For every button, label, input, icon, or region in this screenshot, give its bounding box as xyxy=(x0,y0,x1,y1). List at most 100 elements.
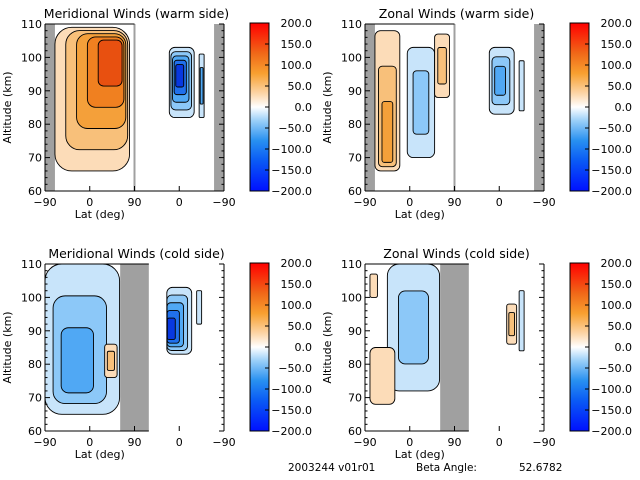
panel-title: Meridional Winds (cold side) xyxy=(48,246,224,261)
contour-band xyxy=(106,350,115,371)
colorbar-tick-label: −150.0 xyxy=(271,164,312,177)
colorbar-tick-label: −50.0 xyxy=(278,122,312,135)
colorbar-tick-label: 50.0 xyxy=(608,80,633,93)
contour-band xyxy=(494,65,506,96)
colorbar-tick-label: 0.0 xyxy=(295,341,313,354)
colorbar-tick-label: 100.0 xyxy=(601,59,633,72)
colorbar-tick-label: −150.0 xyxy=(271,404,312,417)
y-tick-label: 70 xyxy=(28,392,42,405)
contour-band xyxy=(412,70,430,135)
colorbar: 200.0 150.0 100.0 50.0 0.0 −50.0 −100.0 −150.0 −… xyxy=(249,257,313,438)
x-tick-label: −90 xyxy=(212,196,235,209)
colorbar-tick-label: −200.0 xyxy=(591,185,632,198)
y-tick-label: 90 xyxy=(348,85,362,98)
y-tick-label: 100 xyxy=(21,51,42,64)
x-tick-label: 0 xyxy=(86,436,93,449)
y-tick-label: 80 xyxy=(28,118,42,131)
contour-band xyxy=(369,347,396,405)
panel-title: Zonal Winds (warm side) xyxy=(379,6,534,21)
x-tick-label: 0 xyxy=(406,436,413,449)
y-tick-label: 80 xyxy=(28,358,42,371)
y-axis-label: Altitude (km) xyxy=(1,71,14,143)
panel-title: Meridional Winds (warm side) xyxy=(44,6,229,21)
colorbar-tick-label: 150.0 xyxy=(281,38,313,51)
x-tick-label: −90 xyxy=(353,436,376,449)
colorbar-tick-label: −50.0 xyxy=(598,362,632,375)
colorbar-tick-label: 200.0 xyxy=(601,257,633,270)
colorbar-tick-label: 0.0 xyxy=(615,101,633,114)
contour-band xyxy=(60,327,94,394)
colorbar-tick-label: −50.0 xyxy=(278,362,312,375)
contour-feature-2 xyxy=(434,33,450,98)
colorbar-tick-label: 50.0 xyxy=(288,320,313,333)
contour-feature-0 xyxy=(54,26,130,172)
x-axis-label: Lat (deg) xyxy=(395,448,445,461)
y-tick-label: 100 xyxy=(21,291,42,304)
x-tick-label: 90 xyxy=(448,196,462,209)
y-tick-label: 60 xyxy=(348,185,362,198)
contour-feature-1 xyxy=(406,46,436,159)
x-tick-label: 0 xyxy=(176,196,183,209)
y-tick-label: 60 xyxy=(28,185,42,198)
contour-feature-0 xyxy=(374,30,401,172)
x-tick-label: −90 xyxy=(33,436,56,449)
contour-band xyxy=(518,290,525,352)
colorbar-tick-label: 200.0 xyxy=(601,17,633,30)
contour-feature-0 xyxy=(44,263,121,415)
y-tick-label: 110 xyxy=(341,18,362,31)
missing-data-band xyxy=(365,24,375,191)
y-axis-label: Altitude (km) xyxy=(1,311,14,383)
colorbar-tick-label: −100.0 xyxy=(591,143,632,156)
colorbar-tick-label: 0.0 xyxy=(295,101,313,114)
contour-feature-1 xyxy=(104,343,118,379)
colorbar-tick-label: 50.0 xyxy=(288,80,313,93)
colorbar-tick-label: 0.0 xyxy=(615,341,633,354)
y-tick-label: 100 xyxy=(341,51,362,64)
x-tick-label: 90 xyxy=(128,196,142,209)
contour-feature-1 xyxy=(168,46,195,118)
y-tick-label: 70 xyxy=(28,152,42,165)
contour-band xyxy=(97,39,123,87)
contour-band xyxy=(175,64,185,88)
x-axis-label: Lat (deg) xyxy=(395,208,445,221)
colorbar-tick-label: 100.0 xyxy=(281,59,313,72)
contour-band xyxy=(369,273,378,298)
panel-meridional-cold: 60 70 80 90 100 110 −90 0 90 0 −90 Meridional Winds… xyxy=(1,246,312,461)
colorbar-tick-label: −100.0 xyxy=(271,143,312,156)
panel-title: Zonal Winds (cold side) xyxy=(383,246,529,261)
colorbar-tick-label: −200.0 xyxy=(591,425,632,438)
contour-feature-2 xyxy=(369,273,378,298)
contour-feature-4 xyxy=(518,290,525,352)
contour-feature-4 xyxy=(518,60,525,112)
y-tick-label: 90 xyxy=(348,325,362,338)
y-tick-label: 60 xyxy=(348,425,362,438)
x-axis-label: Lat (deg) xyxy=(75,208,125,221)
x-tick-label: −90 xyxy=(212,436,235,449)
contour-feature-1 xyxy=(369,347,396,405)
missing-data-band xyxy=(45,24,55,191)
x-tick-label: 0 xyxy=(496,436,503,449)
contour-band xyxy=(437,47,447,85)
footer-beta-value: 52.6782 xyxy=(519,462,562,474)
panel-zonal-cold: 60 70 80 90 100 110 −90 0 90 0 −90 Zonal Winds (col… xyxy=(321,246,632,461)
contour-feature-2 xyxy=(198,53,205,118)
colorbar: 200.0 150.0 100.0 50.0 0.0 −50.0 −100.0 −150.0 −… xyxy=(249,17,313,198)
y-tick-label: 70 xyxy=(348,392,362,405)
y-axis-label: Altitude (km) xyxy=(321,71,334,143)
y-tick-label: 90 xyxy=(28,85,42,98)
y-tick-label: 110 xyxy=(21,18,42,31)
contour-feature-3 xyxy=(196,290,203,325)
contour-feature-2 xyxy=(166,286,193,355)
colorbar-tick-label: 100.0 xyxy=(281,299,313,312)
contour-band xyxy=(381,101,394,163)
panel-meridional-warm: 60 70 80 90 100 110 −90 0 90 0 −90 Meridional Winds… xyxy=(1,6,312,221)
y-tick-label: 110 xyxy=(21,258,42,271)
x-tick-label: −90 xyxy=(532,196,555,209)
colorbar-tick-label: 200.0 xyxy=(281,17,313,30)
colorbar-tick-label: −50.0 xyxy=(598,122,632,135)
missing-data-band xyxy=(120,264,149,431)
footer-date-version: 2003244 v01r01 xyxy=(288,462,375,474)
colorbar-tick-label: 150.0 xyxy=(281,278,313,291)
colorbar: 200.0 150.0 100.0 50.0 0.0 −50.0 −100.0 −150.0 −… xyxy=(569,257,633,438)
